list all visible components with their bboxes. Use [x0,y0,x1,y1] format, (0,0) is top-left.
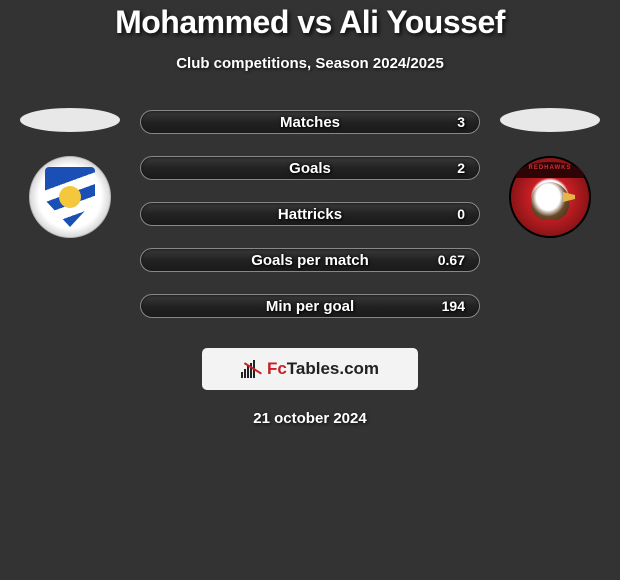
stat-value-right: 3 [457,114,465,130]
footer-date: 21 october 2024 [253,410,366,427]
stat-value-right: 2 [457,160,465,176]
stat-row-goals-per-match: Goals per match 0.67 [140,248,480,272]
main-layout: Matches 3 Goals 2 Hattricks 0 Goals per … [0,108,620,318]
stat-label: Goals per match [251,252,369,269]
hawk-icon [531,182,569,220]
stats-table: Matches 3 Goals 2 Hattricks 0 Goals per … [140,108,480,318]
stat-label: Hattricks [278,206,342,223]
stat-label: Min per goal [266,298,354,315]
player-left-photo-placeholder [20,108,120,132]
stat-value-right: 194 [442,298,465,314]
stat-row-hattricks: Hattricks 0 [140,202,480,226]
stat-row-goals: Goals 2 [140,156,480,180]
brand-main: Tables [287,359,340,378]
stat-label: Goals [289,160,331,177]
stat-label: Matches [280,114,340,131]
player-right-column: REDHAWKS [500,108,600,238]
stat-row-min-per-goal: Min per goal 194 [140,294,480,318]
player-right-photo-placeholder [500,108,600,132]
page-title: Mohammed vs Ali Youssef [115,4,505,41]
stat-value-right: 0.67 [438,252,465,268]
player-left-column [20,108,120,238]
team-left-badge [29,156,111,238]
brand-text: FcTables.com [267,359,379,379]
brand-badge: FcTables.com [202,348,418,390]
comparison-card: Mohammed vs Ali Youssef Club competition… [0,0,620,427]
team-right-badge: REDHAWKS [509,156,591,238]
brand-prefix: Fc [267,359,287,378]
brand-suffix: .com [339,359,379,378]
brand-chart-icon [241,360,261,378]
stat-value-right: 0 [457,206,465,222]
team-right-badge-text: REDHAWKS [528,165,571,171]
shield-icon [45,167,95,227]
stat-row-matches: Matches 3 [140,110,480,134]
page-subtitle: Club competitions, Season 2024/2025 [176,55,444,72]
